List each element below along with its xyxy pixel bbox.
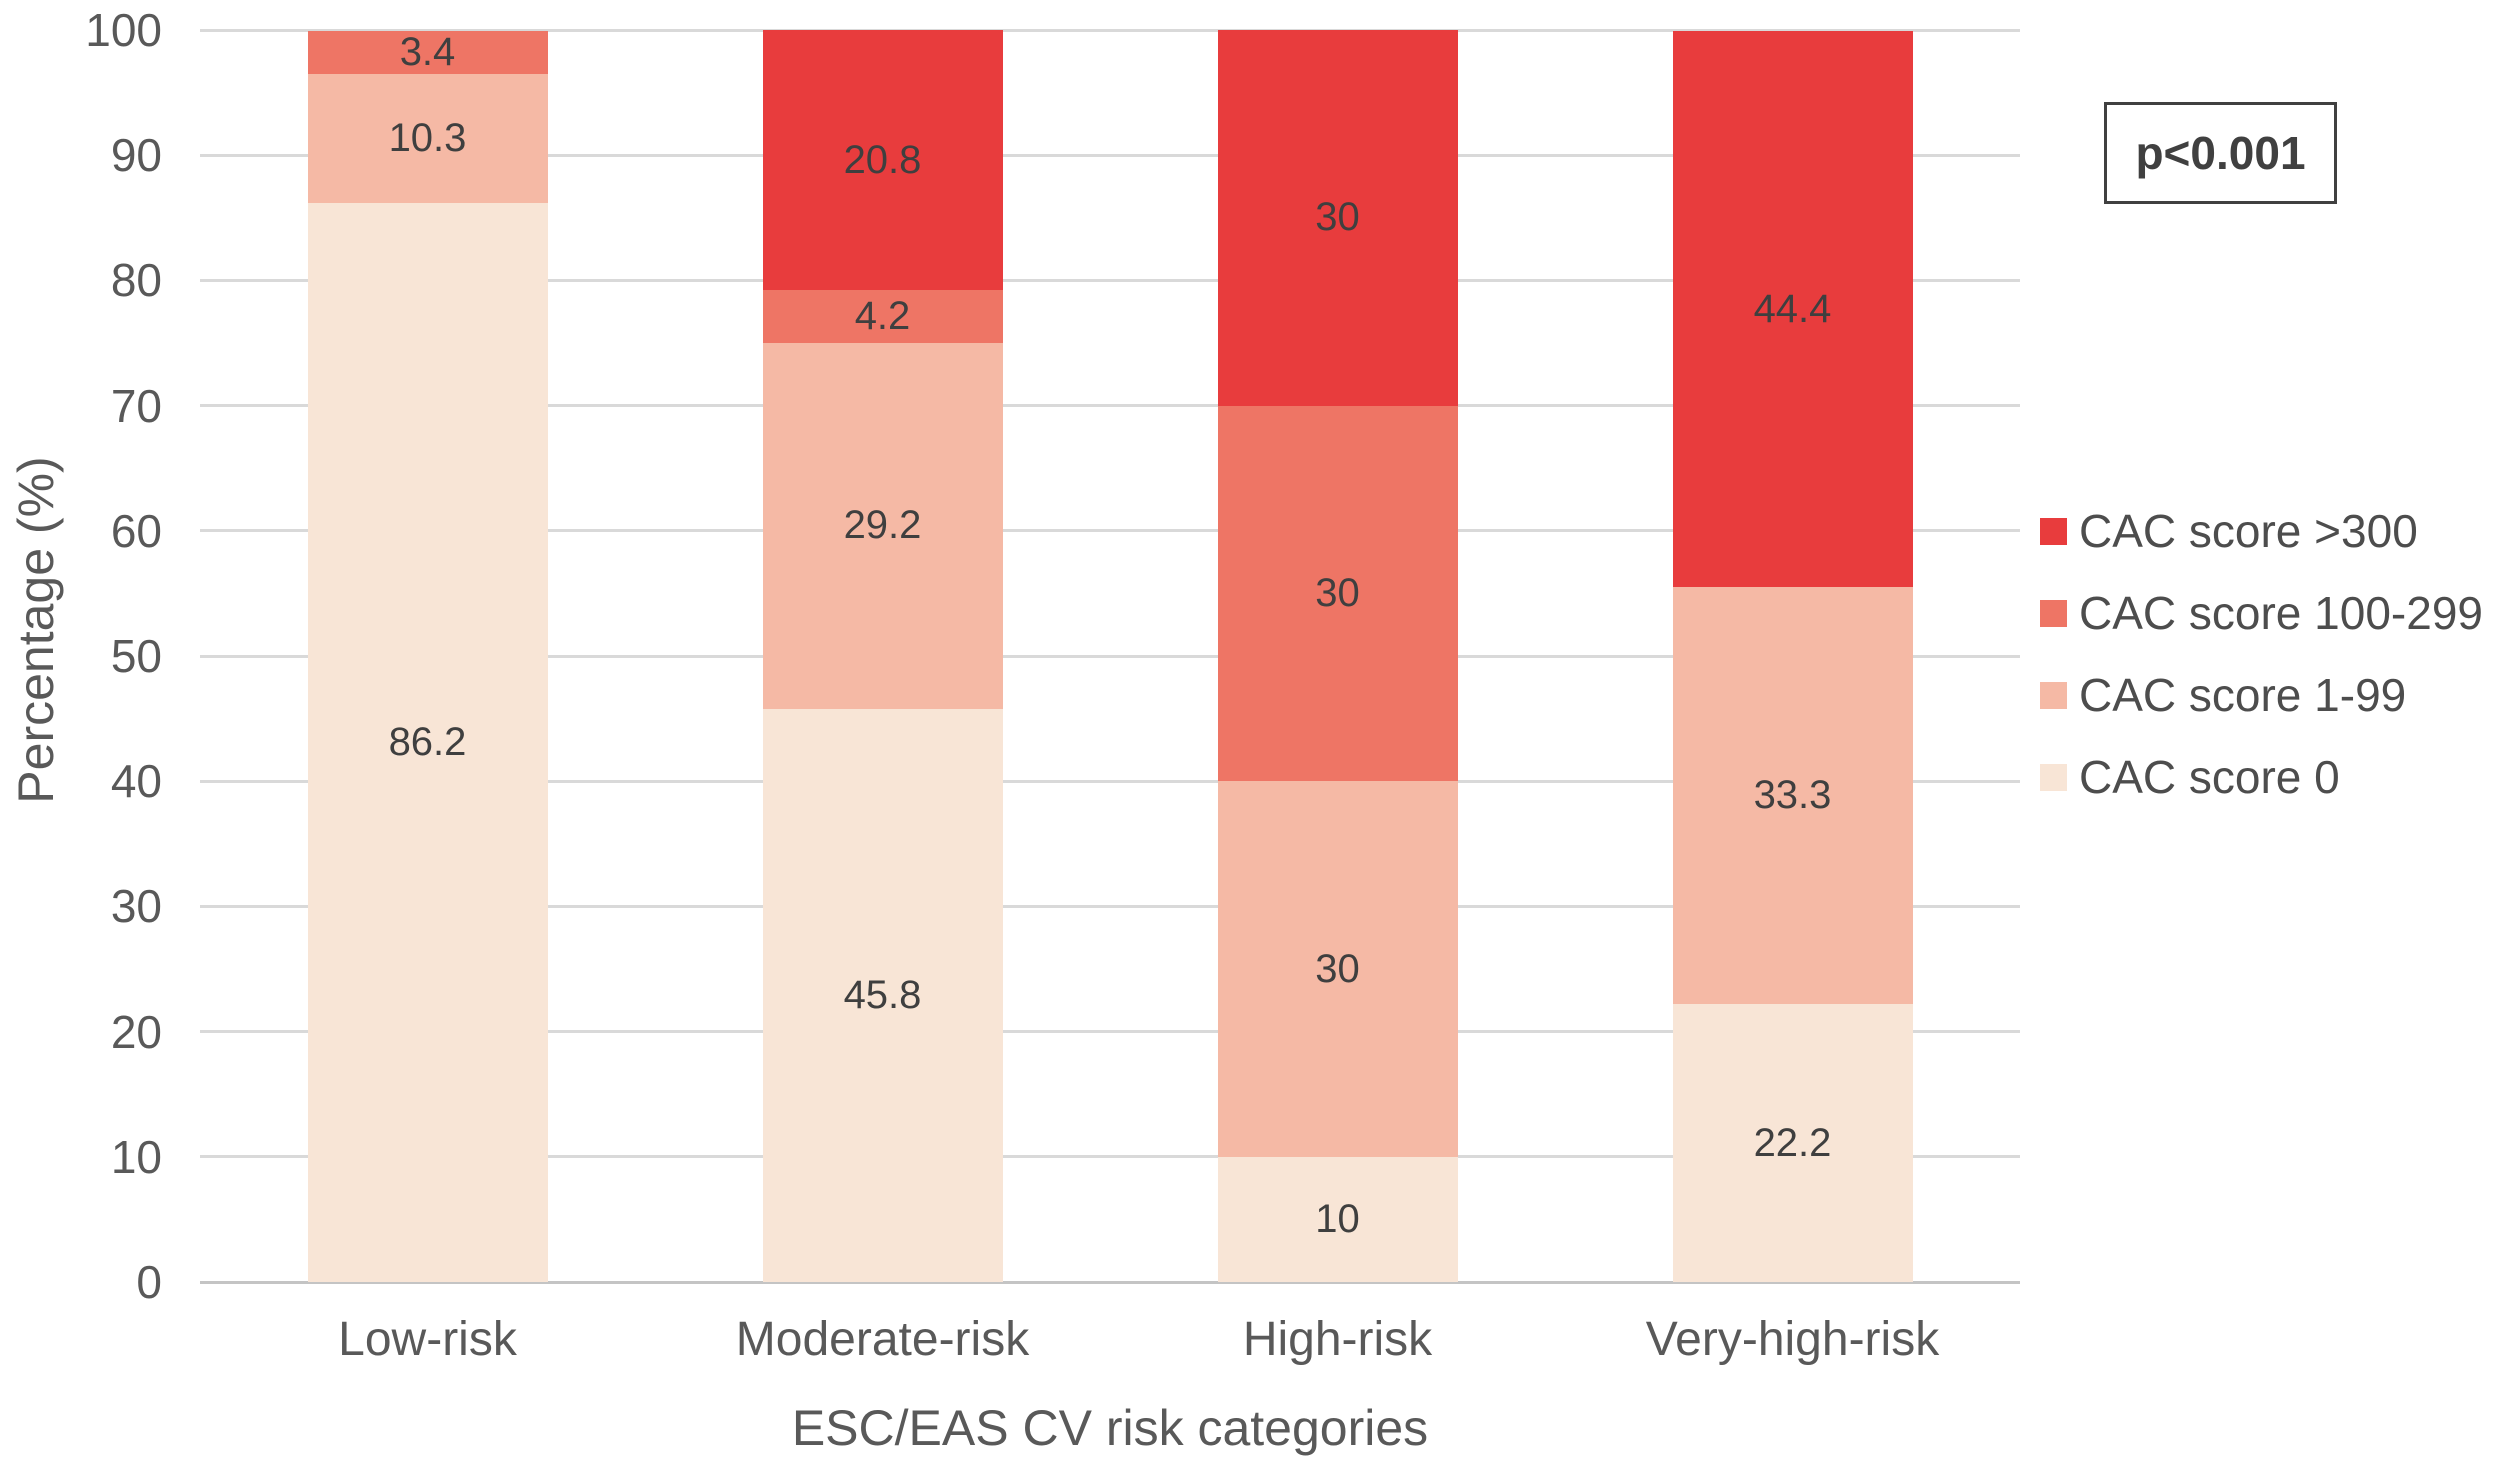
gridline-50 [200, 654, 2020, 658]
bar-high-risk: 10 30 30 30 [1217, 30, 1458, 1282]
legend-swatch-icon [2040, 517, 2067, 545]
segment-cac-score-0-moderate-risk: 45.8 [762, 708, 1003, 1282]
data-label: 30 [1315, 570, 1360, 615]
y-tick-label-30: 30 [110, 880, 162, 933]
legend-label: CAC score 100-299 [2079, 587, 2483, 639]
legend-label: CAC score >300 [2079, 505, 2418, 557]
gridline-40 [200, 779, 2020, 783]
p-value-text: p<0.001 [2135, 127, 2306, 179]
data-label: 30 [1315, 195, 1360, 240]
gridline-80 [200, 278, 2020, 282]
segment-cac-score-0-very-high-risk: 22.2 [1672, 1004, 1913, 1282]
bar-low-risk: 86.2 10.3 3.4 [307, 30, 548, 1282]
gridline-90 [200, 153, 2020, 157]
legend-swatch-icon [2040, 681, 2067, 709]
gridline-10 [200, 1155, 2020, 1159]
legend: CAC score >300 CAC score 100-299 CAC score… [2040, 505, 2483, 834]
gridline-20 [200, 1030, 2020, 1034]
x-axis-category-labels: Low-risk Moderate-risk High-risk Very-high-… [200, 1310, 2020, 1370]
bar-moderate-risk: 45.8 29.2 4.2 20.8 [762, 30, 1003, 1282]
segment-cac-score-300-moderate-risk: 20.8 [762, 30, 1003, 291]
legend-item-cac-score-0: CAC score 0 [2040, 751, 2483, 803]
legend-label: CAC score 1-99 [2079, 669, 2407, 721]
legend-item-cac-score-100-299: CAC score 100-299 [2040, 587, 2483, 639]
segment-cac-score-1-99-very-high-risk: 33.3 [1672, 587, 1913, 1005]
segment-cac-score-0-high-risk: 10 [1217, 1156, 1458, 1282]
data-label: 10.3 [388, 115, 467, 160]
y-tick-label-60: 60 [110, 504, 162, 557]
gridline-70 [200, 404, 2020, 408]
segment-cac-score-1-99-moderate-risk: 29.2 [762, 343, 1003, 709]
segment-cac-score-0-low-risk: 86.2 [307, 202, 548, 1282]
gridline-100 [200, 28, 2020, 32]
gridline-30 [200, 904, 2020, 908]
data-label: 30 [1315, 946, 1360, 991]
legend-label: CAC score 0 [2079, 751, 2340, 803]
x-axis-title: ESC/EAS CV risk categories [791, 1400, 1429, 1456]
y-tick-label-0: 0 [136, 1256, 162, 1308]
y-tick-label-90: 90 [110, 129, 162, 182]
x-axis-line [200, 1281, 2020, 1284]
segment-cac-score-100-299-high-risk: 30 [1217, 405, 1458, 782]
x-category-label-moderate-risk: Moderate-risk [735, 1313, 1030, 1366]
x-category-label-low-risk: Low-risk [338, 1313, 517, 1366]
legend-swatch-icon [2040, 763, 2067, 791]
data-label: 20.8 [843, 137, 922, 182]
data-label: 3.4 [399, 30, 456, 75]
data-label: 10 [1315, 1196, 1360, 1241]
segment-cac-score-1-99-low-risk: 10.3 [307, 73, 548, 203]
x-category-label-high-risk: High-risk [1242, 1313, 1433, 1366]
gridline-60 [200, 529, 2020, 533]
data-label: 44.4 [1753, 286, 1832, 331]
data-label: 4.2 [854, 294, 911, 339]
y-tick-label-70: 70 [110, 379, 162, 432]
y-tick-label-50: 50 [110, 630, 162, 682]
data-label: 45.8 [843, 972, 922, 1017]
y-tick-label-20: 20 [110, 1005, 162, 1058]
segment-cac-score-300-high-risk: 30 [1217, 30, 1458, 406]
y-tick-label-40: 40 [110, 755, 162, 808]
y-axis-tick-labels: 0 10 20 30 40 50 60 70 80 90 100 [0, 7, 162, 1305]
legend-item-cac-score-300: CAC score >300 [2040, 505, 2483, 557]
segment-cac-score-1-99-high-risk: 30 [1217, 781, 1458, 1157]
x-category-label-very-high-risk: Very-high-risk [1645, 1313, 1940, 1366]
segment-cac-score-300-very-high-risk: 44.4 [1672, 31, 1913, 588]
y-tick-label-10: 10 [110, 1130, 162, 1183]
data-label: 33.3 [1753, 773, 1832, 818]
legend-swatch-icon [2040, 599, 2067, 627]
bar-very-high-risk: 22.2 33.3 44.4 [1672, 30, 1913, 1282]
segment-cac-score-100-299-low-risk: 3.4 [307, 30, 548, 75]
legend-item-cac-score-1-99: CAC score 1-99 [2040, 669, 2483, 721]
data-label: 29.2 [843, 503, 922, 548]
segment-cac-score-100-299-moderate-risk: 4.2 [762, 290, 1003, 343]
y-tick-label-100: 100 [85, 4, 162, 56]
data-label: 22.2 [1753, 1120, 1832, 1165]
plot-area: 86.2 10.3 3.4 45.8 29.2 4.2 20.8 10 30 30 30 22.2 33… [200, 28, 2020, 1284]
y-tick-label-80: 80 [110, 254, 162, 307]
data-label: 86.2 [388, 719, 467, 764]
p-value-box: p<0.001 [2104, 102, 2337, 204]
